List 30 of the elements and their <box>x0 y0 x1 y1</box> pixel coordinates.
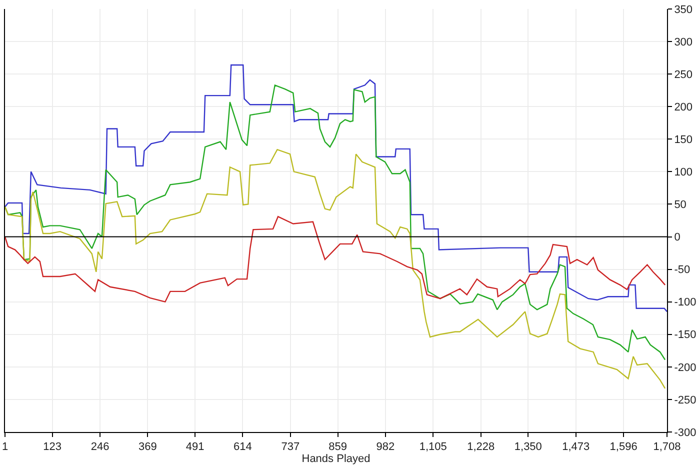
x-tick-label: 1 <box>2 441 8 454</box>
x-tick-label: 859 <box>328 441 347 454</box>
x-tick-label: 491 <box>186 441 204 454</box>
x-tick-label: 123 <box>43 441 62 454</box>
y-tick-label: 50 <box>674 199 686 212</box>
x-tick-label: 1,228 <box>467 441 495 454</box>
y-tick-label: -100 <box>674 296 696 309</box>
x-tick-label: 246 <box>90 441 110 454</box>
y-tick-label: 150 <box>674 134 693 146</box>
y-tick-label: 0 <box>674 232 680 244</box>
x-tick-label: 614 <box>234 441 252 454</box>
y-tick-label: 100 <box>674 166 693 179</box>
y-tick-label: -200 <box>674 362 696 374</box>
y-tick-label: 350 <box>674 4 693 16</box>
x-tick-label: 1,350 <box>514 441 542 454</box>
y-tick-label: -150 <box>674 329 696 342</box>
x-tick-label: 1,473 <box>562 441 590 454</box>
x-tick-label: 737 <box>281 441 300 454</box>
x-tick-label: 982 <box>376 441 395 454</box>
y-tick-label: -300 <box>674 426 696 439</box>
y-tick-label: -250 <box>674 394 696 406</box>
x-tick-label: 1,708 <box>653 441 681 454</box>
x-tick-label: 1,105 <box>419 441 447 454</box>
y-tick-label: -50 <box>674 264 690 276</box>
x-tick-label: 1,596 <box>610 441 638 454</box>
y-tick-label: 250 <box>674 68 693 81</box>
y-tick-label: 300 <box>674 36 693 48</box>
x-axis-title: Hands Played <box>302 453 370 465</box>
x-tick-label: 369 <box>138 441 157 454</box>
y-tick-label: 200 <box>674 101 693 114</box>
